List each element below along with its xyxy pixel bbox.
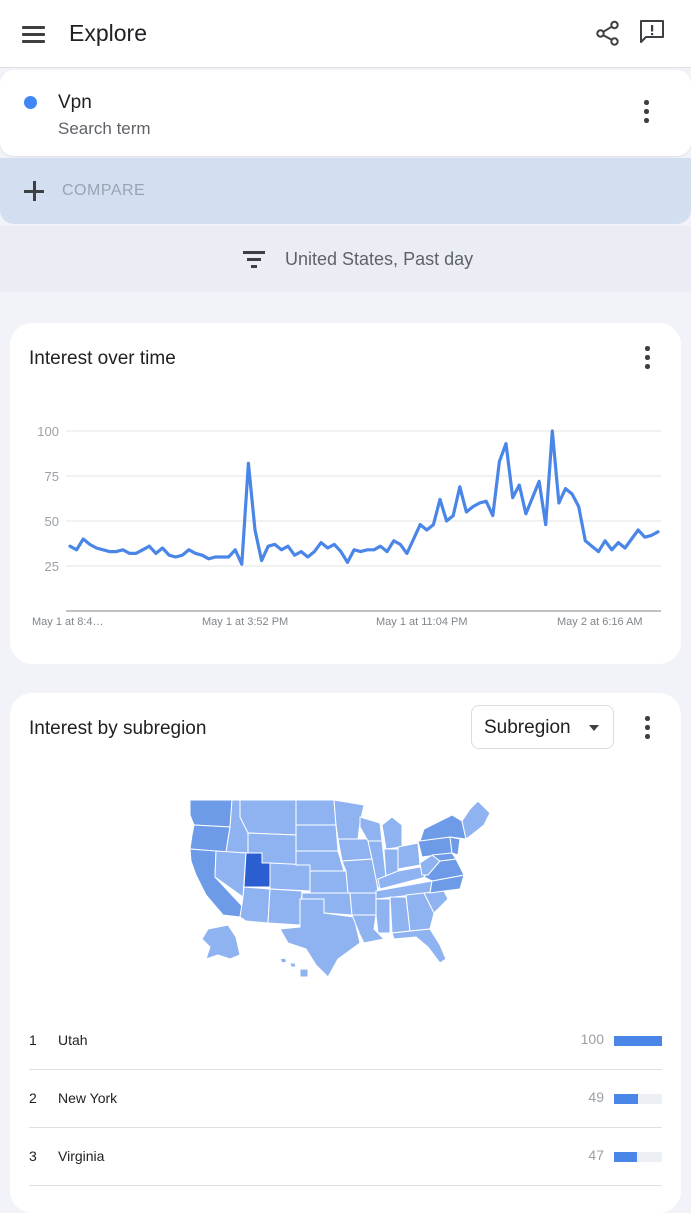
interest-by-subregion-card: Interest by subregion Subregion <box>10 693 681 1213</box>
region-value-bar <box>614 1094 662 1104</box>
plus-icon <box>24 181 44 201</box>
map-state-new-mexico[interactable] <box>267 888 303 926</box>
region-value-bar-fill <box>614 1094 638 1104</box>
rank-number: 2 <box>29 1090 37 1106</box>
map-state-georgia[interactable] <box>405 892 435 932</box>
map-state-michigan[interactable] <box>381 816 403 850</box>
map-state-north-dakota[interactable] <box>295 799 337 826</box>
map-state-hawaii[interactable] <box>279 957 309 977</box>
series-line <box>68 429 660 566</box>
map-state-wisconsin[interactable] <box>359 816 383 842</box>
interest-over-time-title: Interest over time <box>29 348 176 369</box>
subregion-dropdown[interactable]: Subregion <box>471 705 614 749</box>
us-states-map[interactable] <box>188 797 498 977</box>
map-state-washington[interactable] <box>189 799 233 828</box>
table-row[interactable]: 1 Utah 100 <box>29 1012 662 1070</box>
x-tick-label: May 1 at 3:52 PM <box>202 616 288 628</box>
map-state-montana[interactable] <box>239 799 297 836</box>
interest-over-time-card: Interest over time 100 75 50 25 May 1 at 8:4… <box>10 323 681 664</box>
map-state-south-dakota[interactable] <box>295 824 339 852</box>
map-state-mississippi[interactable] <box>375 898 391 934</box>
region-name: New York <box>58 1090 118 1106</box>
map-state-iowa[interactable] <box>337 838 373 862</box>
compare-button[interactable]: COMPARE <box>0 158 691 224</box>
map-state-alaska[interactable] <box>201 924 241 960</box>
region-value-bar-fill <box>614 1152 637 1162</box>
search-term-card[interactable]: Vpn Search term <box>0 70 691 156</box>
region-value-bar <box>614 1036 662 1046</box>
subregion-dropdown-label: Subregion <box>484 717 571 738</box>
app-bar: Explore <box>0 0 691 68</box>
interest-by-subregion-title: Interest by subregion <box>29 718 207 739</box>
filter-icon <box>243 251 265 269</box>
map-state-kansas[interactable] <box>309 870 349 894</box>
page-title: Explore <box>69 20 147 46</box>
y-tick-label: 75 <box>45 469 59 484</box>
x-tick-label: May 1 at 11:04 PM <box>376 616 468 628</box>
region-name: Virginia <box>58 1148 105 1164</box>
compare-label: COMPARE <box>62 182 146 199</box>
term-color-dot <box>24 96 37 109</box>
map-state-texas[interactable] <box>279 898 361 977</box>
map-state-new-england[interactable] <box>461 800 491 840</box>
map-state-oregon[interactable] <box>189 824 231 853</box>
region-value: 49 <box>588 1089 604 1105</box>
dropdown-caret-icon <box>589 725 599 731</box>
rank-number: 1 <box>29 1032 37 1048</box>
x-tick-label: May 1 at 8:4… <box>32 616 104 628</box>
map-state-colorado[interactable] <box>269 862 311 892</box>
map-state-arizona[interactable] <box>239 886 271 924</box>
interest-over-time-chart: 100 75 50 25 May 1 at 8:4… May 1 at 3:52 PM Ma… <box>32 424 661 628</box>
map-state-arkansas[interactable] <box>349 892 379 916</box>
search-term-type: Search term <box>58 119 151 138</box>
map-state-ohio[interactable] <box>397 842 421 870</box>
table-row[interactable]: 2 New York 49 <box>29 1070 662 1128</box>
map-state-new-jersey[interactable] <box>449 836 461 856</box>
filter-row[interactable]: United States, Past day <box>0 226 691 292</box>
map-state-maryland[interactable] <box>431 852 457 862</box>
region-value: 100 <box>580 1031 604 1047</box>
region-value-bar <box>614 1152 662 1162</box>
map-state-new-york[interactable] <box>419 814 467 842</box>
rank-number: 3 <box>29 1148 37 1164</box>
region-name: Utah <box>58 1032 88 1048</box>
hamburger-menu-icon[interactable] <box>22 24 46 44</box>
region-value: 47 <box>588 1147 604 1163</box>
y-tick-label: 25 <box>45 559 59 574</box>
filter-label: United States, Past day <box>285 249 474 269</box>
interest-over-time-more-icon[interactable] <box>637 344 657 372</box>
table-row[interactable]: 3 Virginia 47 <box>29 1128 662 1186</box>
feedback-icon[interactable] <box>638 18 666 46</box>
search-term-more-icon[interactable] <box>636 98 656 126</box>
y-tick-label: 100 <box>37 424 59 439</box>
search-term-name: Vpn <box>58 92 92 113</box>
interest-by-subregion-more-icon[interactable] <box>637 714 657 742</box>
y-tick-label: 50 <box>45 514 59 529</box>
region-value-bar-fill <box>614 1036 662 1046</box>
x-tick-label: May 2 at 6:16 AM <box>557 616 643 628</box>
share-icon[interactable] <box>594 19 622 47</box>
map-state-florida[interactable] <box>391 928 447 964</box>
